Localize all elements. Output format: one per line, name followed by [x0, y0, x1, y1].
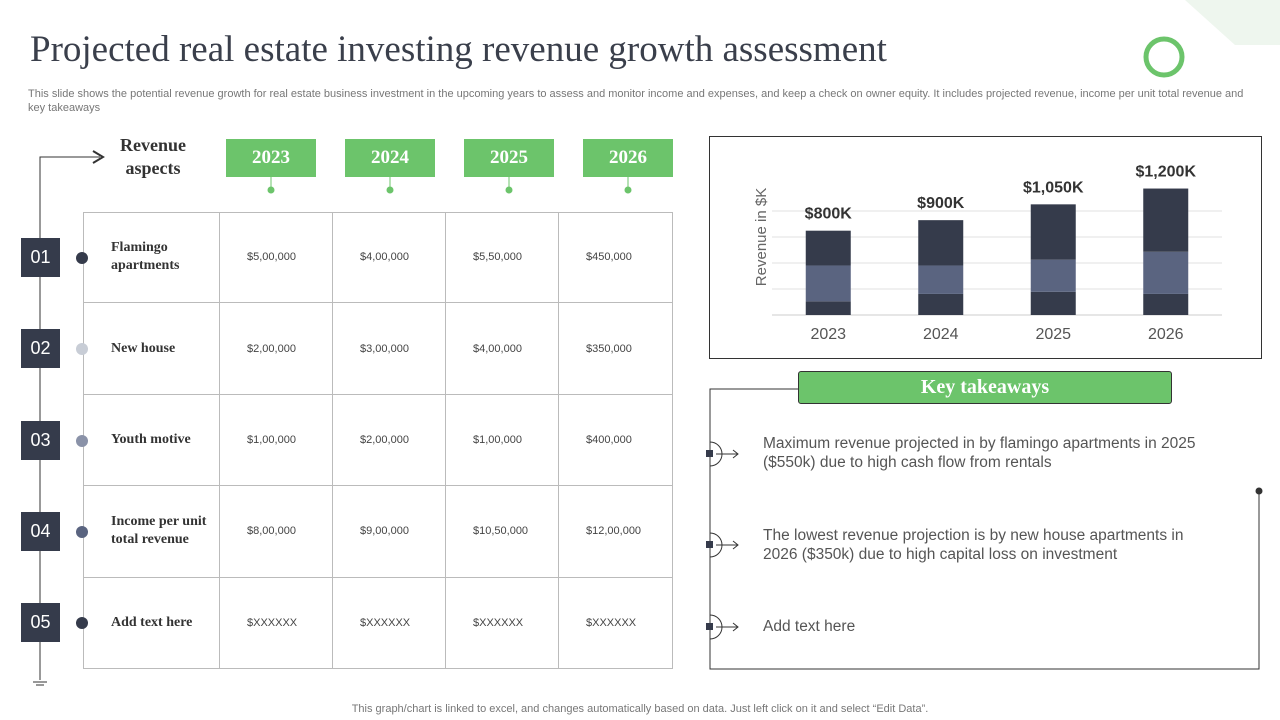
cell: $XXXXXX: [220, 577, 333, 669]
year-header: 2026: [583, 139, 673, 177]
row-dot: [76, 434, 88, 447]
cell: $5,00,000: [220, 212, 333, 304]
bar-segment: [1143, 293, 1189, 315]
bar-segment: [805, 230, 851, 266]
total-label: $800K: [805, 206, 853, 223]
bar-segment: [918, 293, 964, 315]
row-dot: [76, 343, 88, 356]
cell: $3,00,000: [333, 303, 446, 395]
takeaway: Add text here: [763, 618, 856, 635]
row-label: Youth motive: [83, 394, 220, 487]
cell: $9,00,000: [333, 486, 446, 578]
cell: $12,00,000: [559, 486, 673, 578]
ring: [1143, 36, 1185, 78]
cell: $1,00,000: [220, 394, 333, 487]
row-number: 04: [21, 511, 60, 551]
cell: $8,00,000: [220, 486, 333, 578]
bar-segment: [805, 301, 851, 315]
x-tick-label: 2025: [1035, 326, 1071, 343]
row-dot: [76, 251, 88, 264]
cell: $5,50,000: [446, 212, 559, 304]
corner-shape: [1185, 0, 1280, 45]
row-label: Add text here: [83, 577, 220, 669]
chart: Revenue in $K 2023 $800K 2024 $900K 2025 $1,05…: [753, 164, 1196, 343]
bar-segment: [1030, 259, 1076, 292]
arrow: [92, 150, 105, 164]
title: Projected real estate investing revenue …: [30, 29, 887, 70]
cell: $350,000: [559, 303, 673, 395]
total-label: $1,050K: [1023, 179, 1084, 196]
cell: $XXXXXX: [559, 577, 673, 669]
takeaways-title: Key takeaways: [798, 371, 1172, 404]
row-dot: [76, 617, 88, 630]
bar-segment: [1030, 291, 1076, 315]
row-number: 03: [21, 420, 60, 460]
row-dot: [76, 525, 88, 538]
corner-label: Revenue aspects: [120, 135, 186, 178]
y-axis-label: Revenue in $K: [753, 188, 770, 286]
row-number: 01: [21, 237, 60, 277]
row-number: 02: [21, 329, 60, 369]
takeaway-frame: [709, 388, 1260, 670]
cell: $2,00,000: [333, 394, 446, 487]
cell: $10,50,000: [446, 486, 559, 578]
takeaway-icons: [706, 441, 739, 640]
cell: $4,00,000: [333, 212, 446, 304]
year-header: 2025: [464, 139, 554, 177]
bar-segment: [805, 265, 851, 302]
bar-segment: [1143, 251, 1189, 294]
subtitle: This slide shows the potential revenue g…: [28, 88, 1244, 114]
total-label: $900K: [917, 195, 965, 212]
takeaway: The lowest revenue projection is by new …: [763, 527, 1184, 563]
cell: $400,000: [559, 394, 673, 487]
total-label: $1,200K: [1136, 164, 1197, 181]
cell: $2,00,000: [220, 303, 333, 395]
timeline: [39, 156, 100, 680]
cell: $4,00,000: [446, 303, 559, 395]
takeaway: Maximum revenue projected in by flamingo…: [763, 435, 1196, 471]
footer: This graph/chart is linked to excel, and…: [351, 703, 929, 715]
row-label: Income per unit total revenue: [83, 486, 220, 578]
year-header: 2023: [226, 139, 316, 177]
cell: $1,00,000: [446, 394, 559, 487]
cell: $XXXXXX: [333, 577, 446, 669]
x-tick-label: 2026: [1148, 326, 1184, 343]
chart-frame: [709, 136, 1262, 359]
row-label: New house: [83, 303, 220, 395]
bar-segment: [918, 265, 964, 294]
x-tick-label: 2024: [923, 326, 959, 343]
dot: [1255, 487, 1263, 495]
year-header: 2024: [345, 139, 435, 177]
year-dots: [267, 177, 632, 194]
cell: $450,000: [559, 212, 673, 304]
bar-segment: [1143, 188, 1189, 252]
row-label: Flamingo apartments: [83, 212, 220, 304]
x-tick-label: 2023: [810, 326, 846, 343]
row-number: 05: [21, 603, 60, 643]
cell: $XXXXXX: [446, 577, 559, 669]
bar-segment: [1030, 204, 1076, 260]
bar-segment: [918, 220, 964, 266]
